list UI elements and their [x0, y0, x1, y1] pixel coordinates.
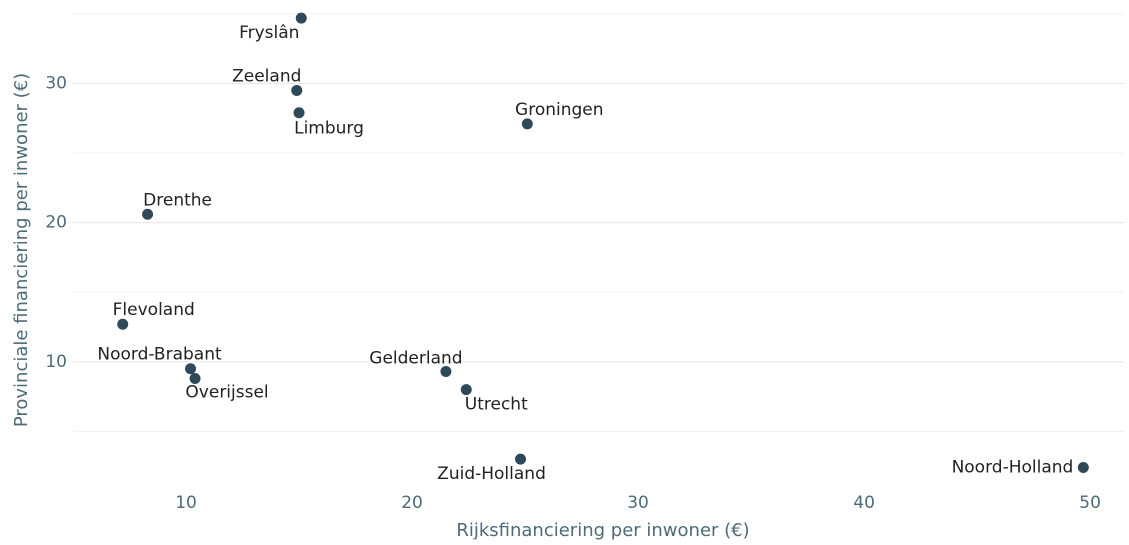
y-tick-label: 30	[45, 73, 67, 93]
point	[295, 12, 307, 24]
point	[1077, 462, 1089, 474]
point-label: Noord-Holland	[952, 458, 1074, 478]
x-tick-label: 40	[853, 493, 875, 513]
point-label: Drenthe	[143, 190, 212, 210]
point-label: Noord-Brabant	[97, 345, 222, 365]
point-label: Limburg	[294, 119, 364, 139]
point-label: Overijssel	[185, 382, 268, 402]
x-axis-title: Rijksfinanciering per inwoner (€)	[456, 520, 749, 541]
point-label: Gelderland	[369, 349, 462, 369]
point	[189, 372, 201, 384]
point-label: Fryslân	[239, 23, 299, 43]
point-label: Groningen	[515, 100, 604, 120]
point	[117, 318, 129, 330]
y-axis-title: Provinciale financiering per inwoner (€)	[11, 73, 32, 427]
point	[291, 84, 303, 96]
point	[515, 453, 527, 465]
point	[142, 208, 154, 220]
point	[293, 107, 305, 119]
point	[521, 118, 533, 130]
x-tick-label: 20	[401, 493, 423, 513]
point-label: Flevoland	[113, 300, 195, 320]
y-tick-label: 20	[45, 213, 67, 233]
point	[460, 384, 472, 396]
point-label: Zuid-Holland	[437, 464, 546, 484]
x-tick-label: 10	[175, 493, 197, 513]
point	[185, 363, 197, 375]
y-tick-label: 10	[45, 352, 67, 372]
x-tick-label: 50	[1079, 493, 1101, 513]
point-label: Utrecht	[465, 395, 528, 415]
point	[440, 366, 452, 378]
point-label: Zeeland	[232, 66, 301, 86]
x-tick-label: 30	[627, 493, 649, 513]
